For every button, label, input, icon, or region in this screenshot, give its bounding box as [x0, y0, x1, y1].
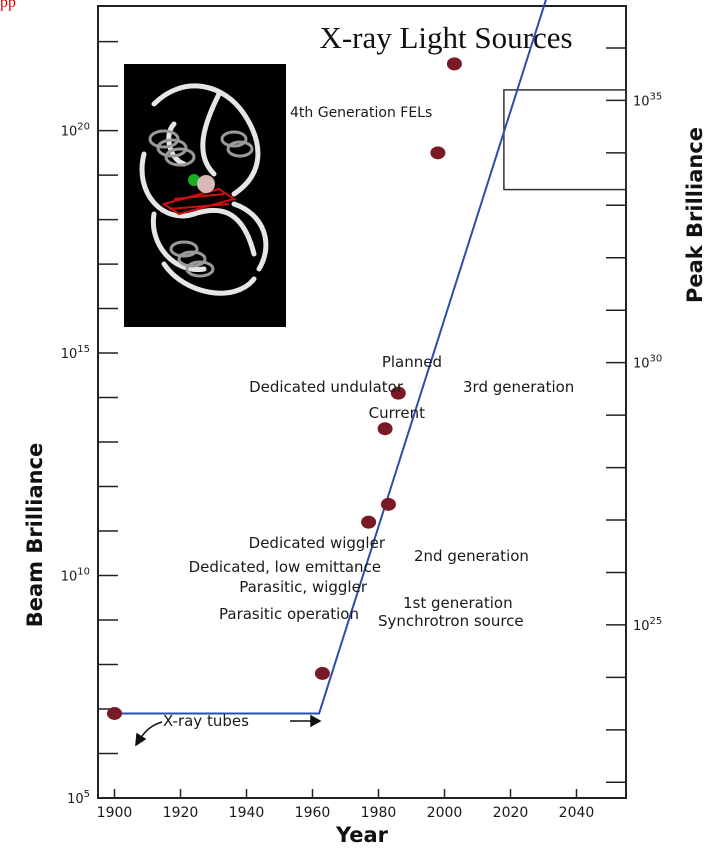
annotation-synchrotron-source: Synchrotron source: [378, 612, 524, 630]
annotation-dedicated-wiggler: Dedicated wiggler: [249, 534, 386, 552]
annotation-planned: Planned: [382, 353, 442, 371]
x-tick-label: 1940: [229, 805, 265, 821]
corner-text: pp: [0, 0, 16, 11]
annotation-current: Current: [369, 404, 425, 422]
x-tick-label: 2000: [427, 805, 463, 821]
annotation-dedicated-low-emittance: Dedicated, low emittance: [189, 558, 381, 576]
x-tick-label: 1980: [361, 805, 397, 821]
data-point: [380, 497, 396, 511]
left-y-axis: 105 1010 1015 1020: [61, 40, 118, 807]
annotation-parasitic-wiggler: Parasitic, wiggler: [239, 578, 368, 596]
left-y-axis-label: Beam Brilliance: [23, 443, 47, 628]
data-point: [361, 515, 377, 529]
x-axis: 1900 1920 1940 1960 1980 2000 2020 2040: [97, 789, 595, 821]
x-axis-label: Year: [335, 823, 389, 847]
annotation-dedicated-undulator: Dedicated undulator: [249, 378, 404, 396]
data-point: [314, 666, 330, 680]
right-y-axis-label: Peak Brilliance: [683, 127, 707, 303]
right-y-tick-label: 1025: [633, 616, 662, 634]
annotation-parasitic-operation: Parasitic operation: [219, 605, 359, 623]
right-y-axis: 1025 1030 1035: [606, 47, 662, 784]
plot-frame: [97, 5, 627, 799]
fel-region-box: [503, 89, 627, 191]
x-ray-tubes-arrows: [135, 714, 322, 747]
data-point: [107, 706, 122, 720]
right-y-tick-label: 1030: [633, 354, 662, 372]
data-point: [430, 146, 446, 160]
left-y-tick-label: 1020: [61, 122, 90, 140]
data-point: [377, 422, 393, 436]
data-point: [446, 57, 462, 71]
x-tick-label: 2020: [493, 805, 529, 821]
data-point: [390, 386, 406, 400]
left-y-tick-label: 1015: [61, 344, 90, 362]
annotation-x-ray-tubes: X-ray tubes: [163, 712, 249, 730]
left-y-tick-label: 1010: [61, 567, 90, 585]
annotation-2nd-generation: 2nd generation: [414, 547, 529, 565]
brilliance-line: [114, 0, 547, 715]
x-tick-label: 1960: [295, 805, 331, 821]
annotation-1st-generation: 1st generation: [403, 594, 513, 612]
x-tick-label: 1920: [163, 805, 199, 821]
x-tick-label: 2040: [559, 805, 595, 821]
protein-structure-image: [124, 64, 286, 327]
annotation-3rd-generation: 3rd generation: [463, 378, 574, 396]
x-tick-label: 1900: [97, 805, 133, 821]
left-y-tick-label: 105: [67, 789, 90, 807]
right-y-tick-label: 1035: [633, 91, 662, 109]
annotation-4th-generation: 4th Generation FELs: [290, 105, 432, 121]
